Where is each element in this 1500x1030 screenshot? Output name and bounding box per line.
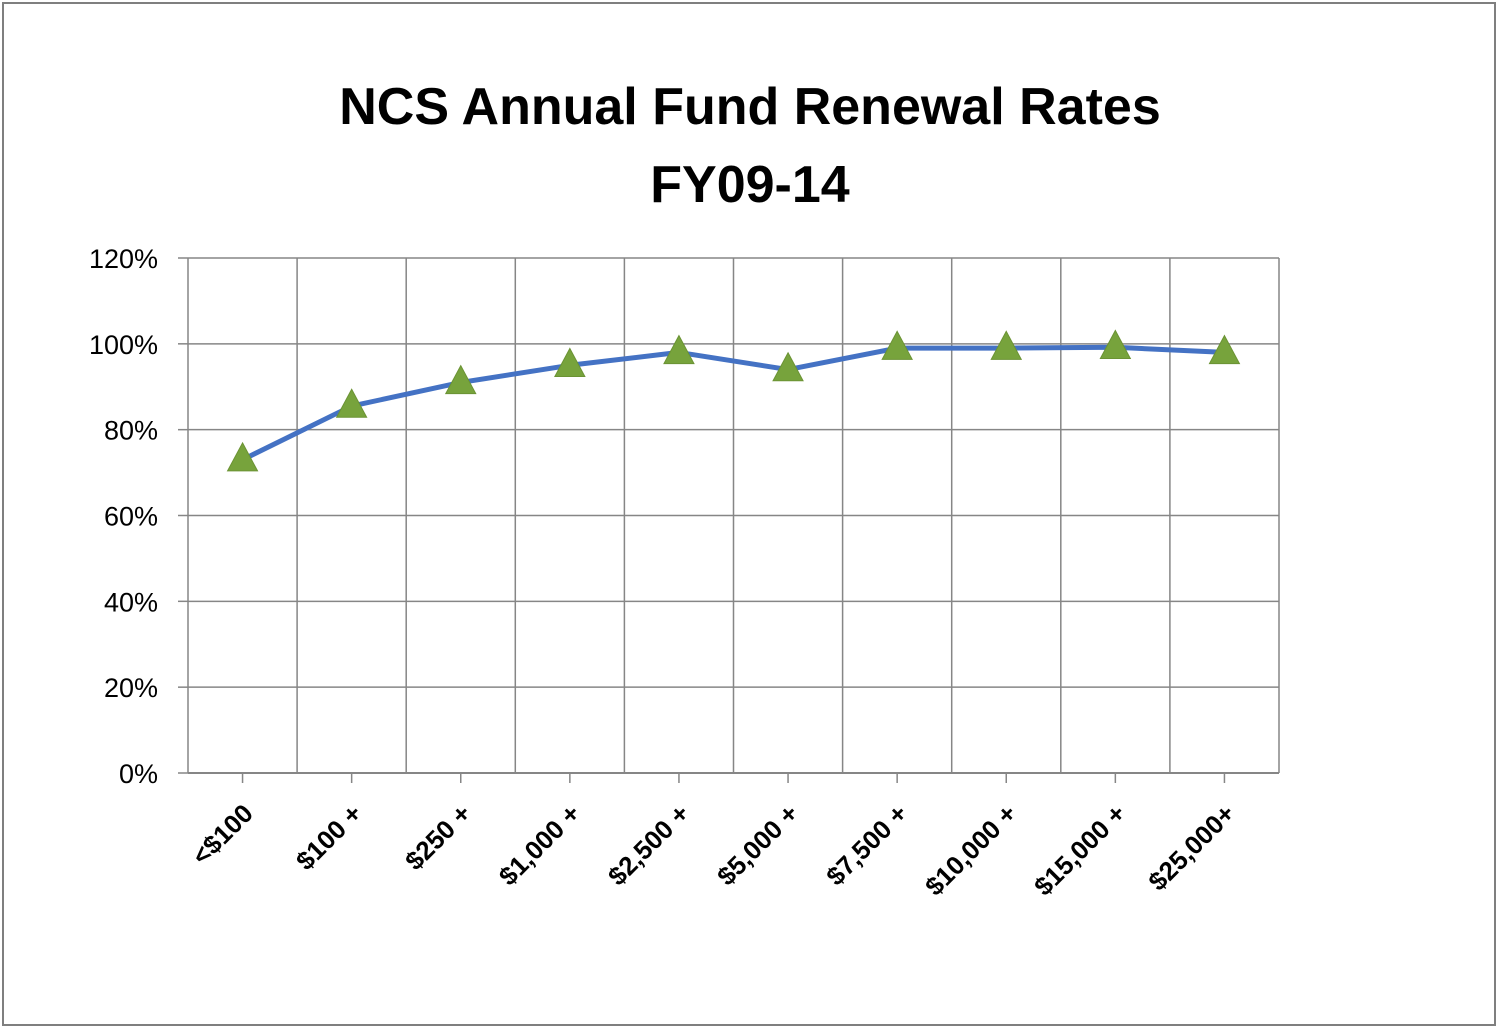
x-tick-label: $10,000 + — [919, 798, 1023, 902]
data-point-marker — [1099, 329, 1132, 359]
y-tick-label: 0% — [119, 759, 158, 789]
data-point-marker — [554, 347, 586, 377]
y-tick-label: 40% — [104, 587, 158, 617]
chart-title-line-1: NCS Annual Fund Renewal Rates — [339, 78, 1161, 136]
y-tick-label: 60% — [104, 502, 158, 532]
x-tick-label: $7,500 + — [820, 798, 913, 891]
data-point-marker — [1208, 334, 1241, 365]
y-tick-label: 20% — [104, 673, 158, 703]
data-point-marker — [990, 330, 1023, 360]
x-tick-label: $5,000 + — [711, 798, 804, 891]
x-tick-label: $25,000+ — [1142, 798, 1240, 896]
data-point-marker — [444, 364, 477, 395]
x-tick-label: $1,000 + — [493, 798, 586, 891]
data-point-marker — [335, 388, 368, 418]
data-point-marker — [881, 330, 913, 360]
data-point-marker — [772, 351, 804, 382]
x-tick-label: <$100 — [186, 798, 259, 871]
series-line — [240, 344, 1227, 463]
data-point-marker — [226, 441, 259, 472]
x-tick-label: $2,500 + — [602, 798, 695, 891]
chart-title-line-2: FY09-14 — [650, 156, 850, 214]
chart-title: NCS Annual Fund Renewal Rates FY09-14 — [0, 68, 1500, 224]
x-tick-label: $100 + — [290, 798, 368, 876]
y-tick-label: 80% — [104, 416, 158, 446]
y-tick-label: 100% — [89, 330, 158, 360]
data-point-marker — [663, 334, 695, 365]
x-tick-label: $250 + — [399, 798, 477, 876]
x-tick-label: $15,000 + — [1028, 798, 1132, 902]
y-tick-label: 120% — [89, 244, 158, 274]
